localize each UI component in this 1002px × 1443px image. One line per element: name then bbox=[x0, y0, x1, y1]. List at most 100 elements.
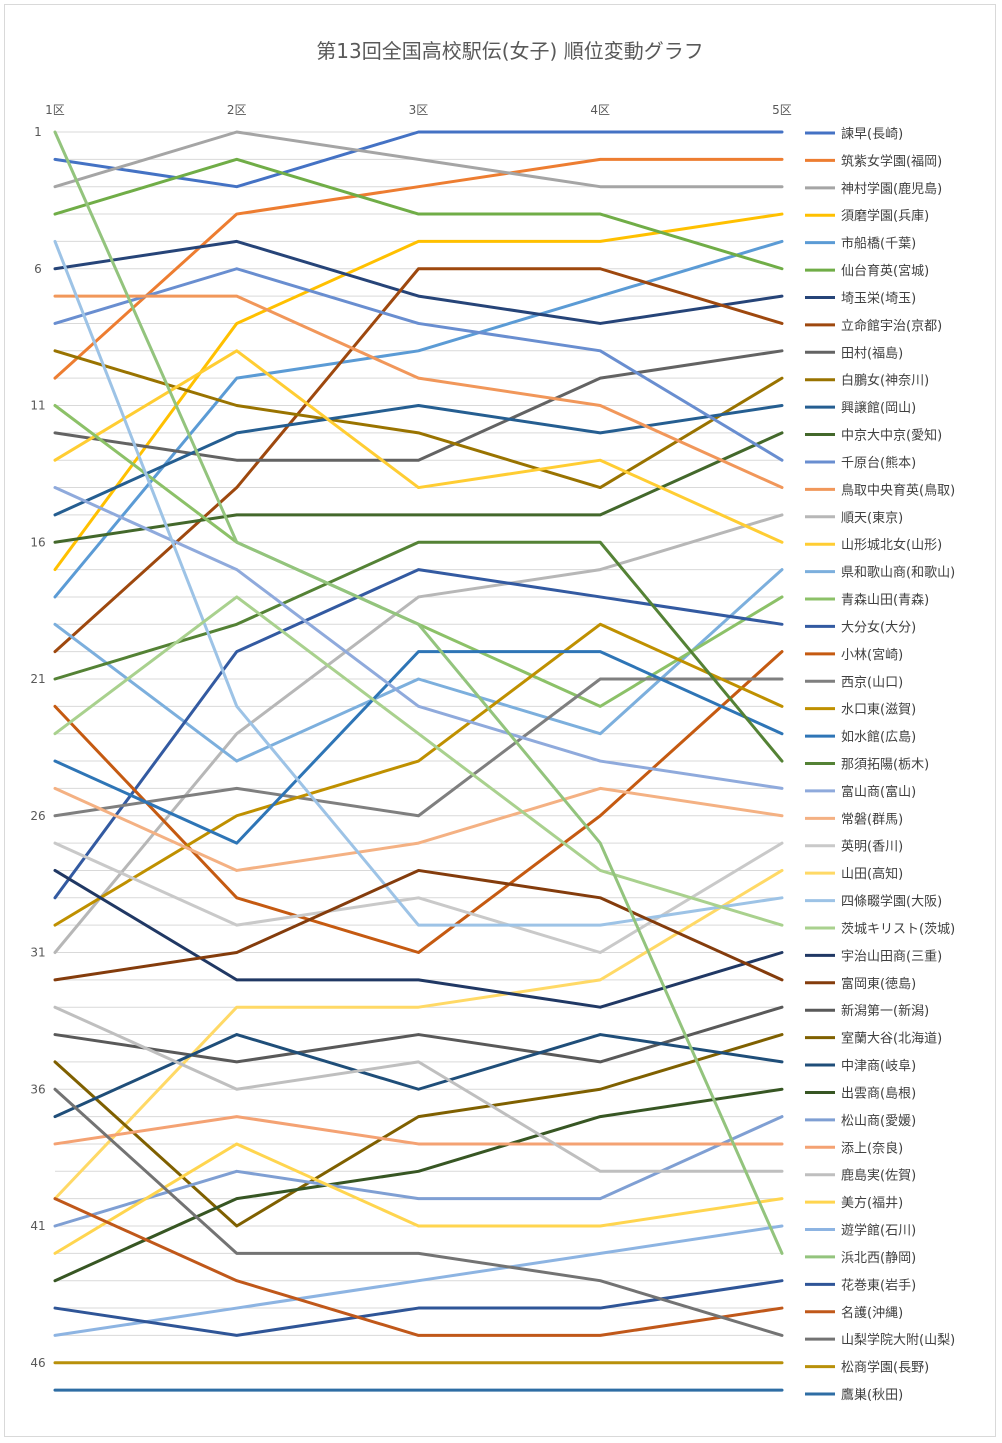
series-line bbox=[53, 1115, 784, 1146]
x-axis-ticks: 1区 2区 3区 4区 5区 bbox=[45, 103, 792, 117]
x-tick-label: 2区 bbox=[227, 103, 247, 117]
legend-item: 県和歌山商(和歌山) bbox=[805, 566, 955, 581]
series-line bbox=[53, 1033, 784, 1228]
series-line bbox=[53, 486, 784, 790]
chart-frame: 第13回全国高校駅伝(女子) 順位変動グラフ 1区 2区 3区 4区 5区 1 6 11 16… bbox=[4, 4, 996, 1437]
legend-label: 須磨学園(兵庫) bbox=[841, 208, 929, 224]
legend-item: 立命館宇治(京都) bbox=[805, 318, 942, 334]
legend-label: 水口東(滋賀) bbox=[841, 702, 916, 718]
legend-label: 西京(山口) bbox=[841, 675, 903, 690]
legend-item: 英明(香川) bbox=[805, 840, 903, 855]
legend-item: 興譲館(岡山) bbox=[805, 400, 916, 416]
legend-item: 埼玉栄(埼玉) bbox=[805, 291, 916, 306]
series-line bbox=[53, 404, 784, 517]
series-line bbox=[53, 130, 784, 1255]
legend-label: 中京大中京(愛知) bbox=[841, 428, 942, 444]
legend-label: 青森山田(青森) bbox=[841, 593, 929, 608]
legend-item: 添上(奈良) bbox=[805, 1140, 903, 1156]
legend-label: 富山商(富山) bbox=[841, 784, 916, 800]
legend-label: 千原台(熊本) bbox=[841, 455, 916, 471]
series-line bbox=[53, 294, 784, 490]
series-line bbox=[53, 595, 784, 927]
series-line bbox=[53, 650, 784, 954]
y-tick-label: 36 bbox=[30, 1082, 45, 1096]
series-line bbox=[53, 157, 784, 380]
legend-item: 市船橋(千葉) bbox=[805, 236, 916, 252]
series-line bbox=[53, 650, 784, 845]
series-line bbox=[53, 513, 784, 954]
y-tick-label: 16 bbox=[30, 535, 45, 549]
series-line bbox=[53, 1087, 784, 1337]
legend-item: 宇治山田商(三重) bbox=[805, 948, 942, 964]
series-line bbox=[53, 1087, 784, 1283]
legend-item: 出雲商(島根) bbox=[805, 1086, 916, 1101]
legend-label: 富岡東(徳島) bbox=[841, 976, 916, 992]
legend-item: 田村(福島) bbox=[805, 346, 903, 361]
legend-item: 山形城北女(山形) bbox=[805, 537, 942, 553]
y-tick-label: 41 bbox=[30, 1219, 45, 1233]
legend-item: 遊学館(石川) bbox=[805, 1223, 916, 1239]
legend-item: 順天(東京) bbox=[805, 510, 903, 526]
legend-label: 諫早(長崎) bbox=[841, 126, 903, 142]
legend-label: 市船橋(千葉) bbox=[841, 236, 916, 252]
legend-label: 白鵬女(神奈川) bbox=[841, 373, 929, 389]
legend-label: 新潟第一(新潟) bbox=[841, 1003, 929, 1019]
legend-item: 松山商(愛媛) bbox=[805, 1114, 916, 1129]
series-line bbox=[53, 130, 784, 189]
series-line bbox=[53, 349, 784, 544]
legend-label: 浜北西(静岡) bbox=[841, 1251, 916, 1266]
legend-item: 鳥取中央育英(鳥取) bbox=[805, 482, 955, 498]
legend-item: 那須拓陽(栃木) bbox=[805, 758, 929, 773]
legend-item: 室蘭大谷(北海道) bbox=[805, 1031, 942, 1047]
legend-label: 鳥取中央育英(鳥取) bbox=[841, 482, 955, 498]
legend-item: 如水館(広島) bbox=[805, 729, 916, 745]
legend-label: 筑紫女学園(福岡) bbox=[841, 153, 942, 169]
y-tick-label: 11 bbox=[30, 399, 45, 413]
legend-label: 那須拓陽(栃木) bbox=[841, 758, 929, 773]
series-line bbox=[53, 622, 784, 927]
x-tick-label: 5区 bbox=[772, 103, 792, 117]
legend-label: 神村学園(鹿児島) bbox=[841, 181, 942, 197]
legend-label: 小林(宮崎) bbox=[841, 647, 903, 663]
legend-item: 山梨学院大附(山梨) bbox=[805, 1332, 955, 1348]
legend-label: 添上(奈良) bbox=[841, 1140, 903, 1156]
legend-item: 富岡東(徳島) bbox=[805, 976, 916, 992]
legend-label: 四條畷学園(大阪) bbox=[841, 894, 942, 910]
legend-item: 諫早(長崎) bbox=[805, 126, 903, 142]
y-tick-label: 26 bbox=[30, 809, 45, 823]
series-line bbox=[53, 1197, 784, 1337]
series-line bbox=[53, 239, 784, 325]
legend-item: 須磨学園(兵庫) bbox=[805, 208, 929, 224]
x-tick-label: 3区 bbox=[409, 103, 429, 117]
series-line bbox=[53, 1224, 784, 1337]
series-line bbox=[53, 786, 784, 872]
series-line bbox=[53, 267, 784, 462]
legend-label: 宇治山田商(三重) bbox=[841, 948, 942, 964]
x-tick-label: 1区 bbox=[45, 103, 65, 117]
series-line bbox=[53, 868, 784, 1009]
legend-item: 富山商(富山) bbox=[805, 784, 916, 800]
legend-item: 美方(福井) bbox=[805, 1195, 903, 1211]
legend-label: 順天(東京) bbox=[841, 510, 903, 526]
legend-label: 室蘭大谷(北海道) bbox=[841, 1031, 942, 1047]
legend-item: 花巻東(岩手) bbox=[805, 1277, 916, 1293]
legend-item: 名護(沖縄) bbox=[805, 1305, 903, 1321]
series-line bbox=[53, 239, 784, 927]
legend-label: 大分女(大分) bbox=[841, 619, 916, 635]
legend-item: 西京(山口) bbox=[805, 675, 903, 690]
legend-item: 水口東(滋賀) bbox=[805, 702, 916, 718]
y-tick-label: 46 bbox=[30, 1356, 45, 1370]
legend-label: 埼玉栄(埼玉) bbox=[841, 291, 916, 306]
legend-label: 山形城北女(山形) bbox=[841, 537, 942, 553]
legend-label: 仙台育英(宮城) bbox=[841, 263, 929, 279]
legend-item: 鹿島実(佐賀) bbox=[805, 1168, 916, 1184]
legend-item: 筑紫女学園(福岡) bbox=[805, 153, 942, 169]
series-line bbox=[53, 568, 784, 900]
series-line bbox=[53, 1005, 784, 1173]
legend-label: 花巻東(岩手) bbox=[841, 1277, 916, 1293]
legend-label: 美方(福井) bbox=[841, 1195, 903, 1211]
legend-item: 茨城キリスト(茨城) bbox=[805, 922, 955, 937]
legend-item: 大分女(大分) bbox=[805, 619, 916, 635]
legend-label: 立命館宇治(京都) bbox=[841, 318, 942, 334]
